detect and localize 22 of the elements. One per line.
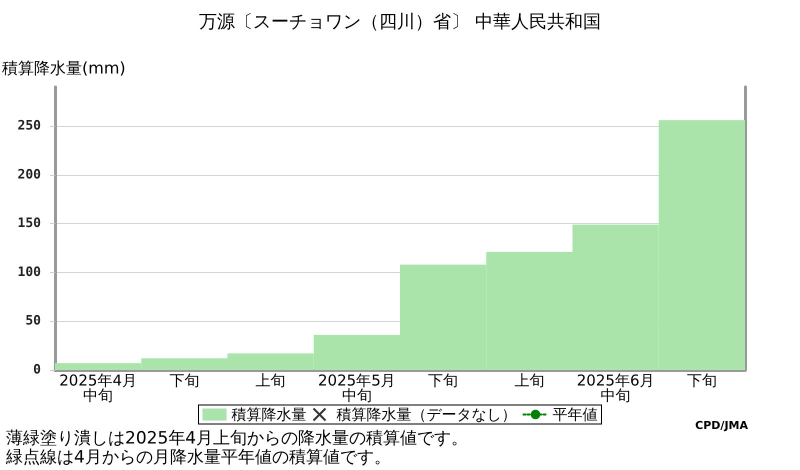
text: CPD/JMA (695, 419, 748, 432)
y-tick-label: 250 (18, 118, 42, 134)
legend-label: 積算降水量（データなし） (336, 406, 516, 424)
x-tick-label: 上旬 (514, 372, 544, 390)
x-tick-label: 上旬 (256, 372, 286, 390)
legend-label: 積算降水量 (232, 406, 306, 424)
text: 薄緑塗り潰しは2025年4月上旬からの降水量の積算値です。 (6, 428, 468, 448)
y-tick-label: 100 (18, 264, 42, 280)
x-tick-label: 下旬 (686, 372, 717, 390)
y-tick-label: 50 (25, 314, 42, 329)
y-axis-title: 積算降水量(mm) (2, 58, 126, 78)
x-tick-label: 2025年5月中旬 (318, 372, 396, 404)
y-tick-label: 150 (18, 216, 42, 232)
x-tick-label: 2025年4月中旬 (59, 372, 137, 404)
text: 緑点線は4月からの月降水量平年値の積算値です。 (5, 448, 391, 468)
y-tick-label: 0 (33, 362, 42, 378)
y-tick-label: 200 (18, 167, 42, 182)
chart-title: 万源〔スーチョワン（四川）省〕 中華人民共和国 (199, 12, 601, 32)
x-tick-label: 2025年6月中旬 (576, 372, 654, 404)
legend-label: 平年値 (552, 406, 598, 424)
x-tick-label: 下旬 (428, 372, 458, 390)
x-tick-label: 下旬 (169, 372, 200, 390)
